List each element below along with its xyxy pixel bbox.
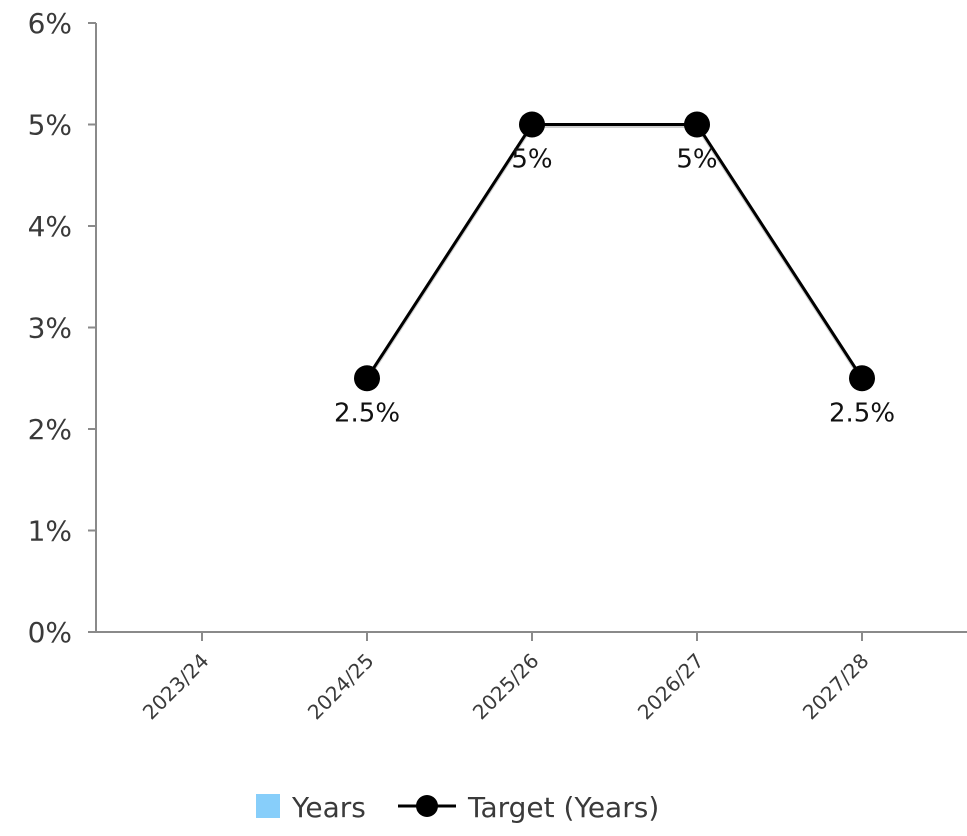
data-label: 5%	[511, 145, 552, 175]
x-tick-label: 2027/28	[798, 649, 874, 725]
y-tick-label: 2%	[28, 413, 72, 446]
data-label: 2.5%	[829, 398, 895, 428]
legend-label-years: Years	[291, 791, 366, 824]
data-point	[684, 111, 710, 138]
y-tick-label: 3%	[28, 312, 72, 345]
x-tick-label: 2025/26	[468, 649, 544, 725]
data-label: 2.5%	[334, 398, 400, 428]
x-tick-label: 2026/27	[633, 649, 709, 725]
series-line	[365, 123, 864, 380]
y-tick-label: 5%	[28, 109, 72, 142]
legend: Years Target (Years)	[256, 791, 659, 824]
x-tick-label: 2023/24	[138, 649, 214, 725]
data-point	[354, 365, 380, 392]
series-line-shadow	[365, 125, 864, 382]
data-labels: 2.5% 5% 5% 2.5%	[334, 145, 895, 429]
legend-label-target: Target (Years)	[467, 791, 659, 824]
x-tick-label: 2024/25	[303, 649, 379, 725]
y-tick-label: 0%	[28, 616, 72, 649]
y-tick-label: 6%	[28, 7, 72, 40]
data-label: 5%	[676, 145, 717, 175]
y-tick-label: 4%	[28, 210, 72, 243]
x-axis: 2023/24 2024/25 2025/26 2026/27 2027/28	[96, 631, 967, 725]
series-target-years	[354, 111, 875, 392]
y-axis: 0% 1% 2% 3% 4% 5% 6%	[28, 7, 97, 649]
data-point	[519, 111, 545, 138]
data-point	[849, 365, 875, 392]
legend-marker-target	[416, 795, 438, 817]
legend-swatch-years	[256, 794, 280, 818]
y-tick-label: 1%	[28, 515, 72, 548]
